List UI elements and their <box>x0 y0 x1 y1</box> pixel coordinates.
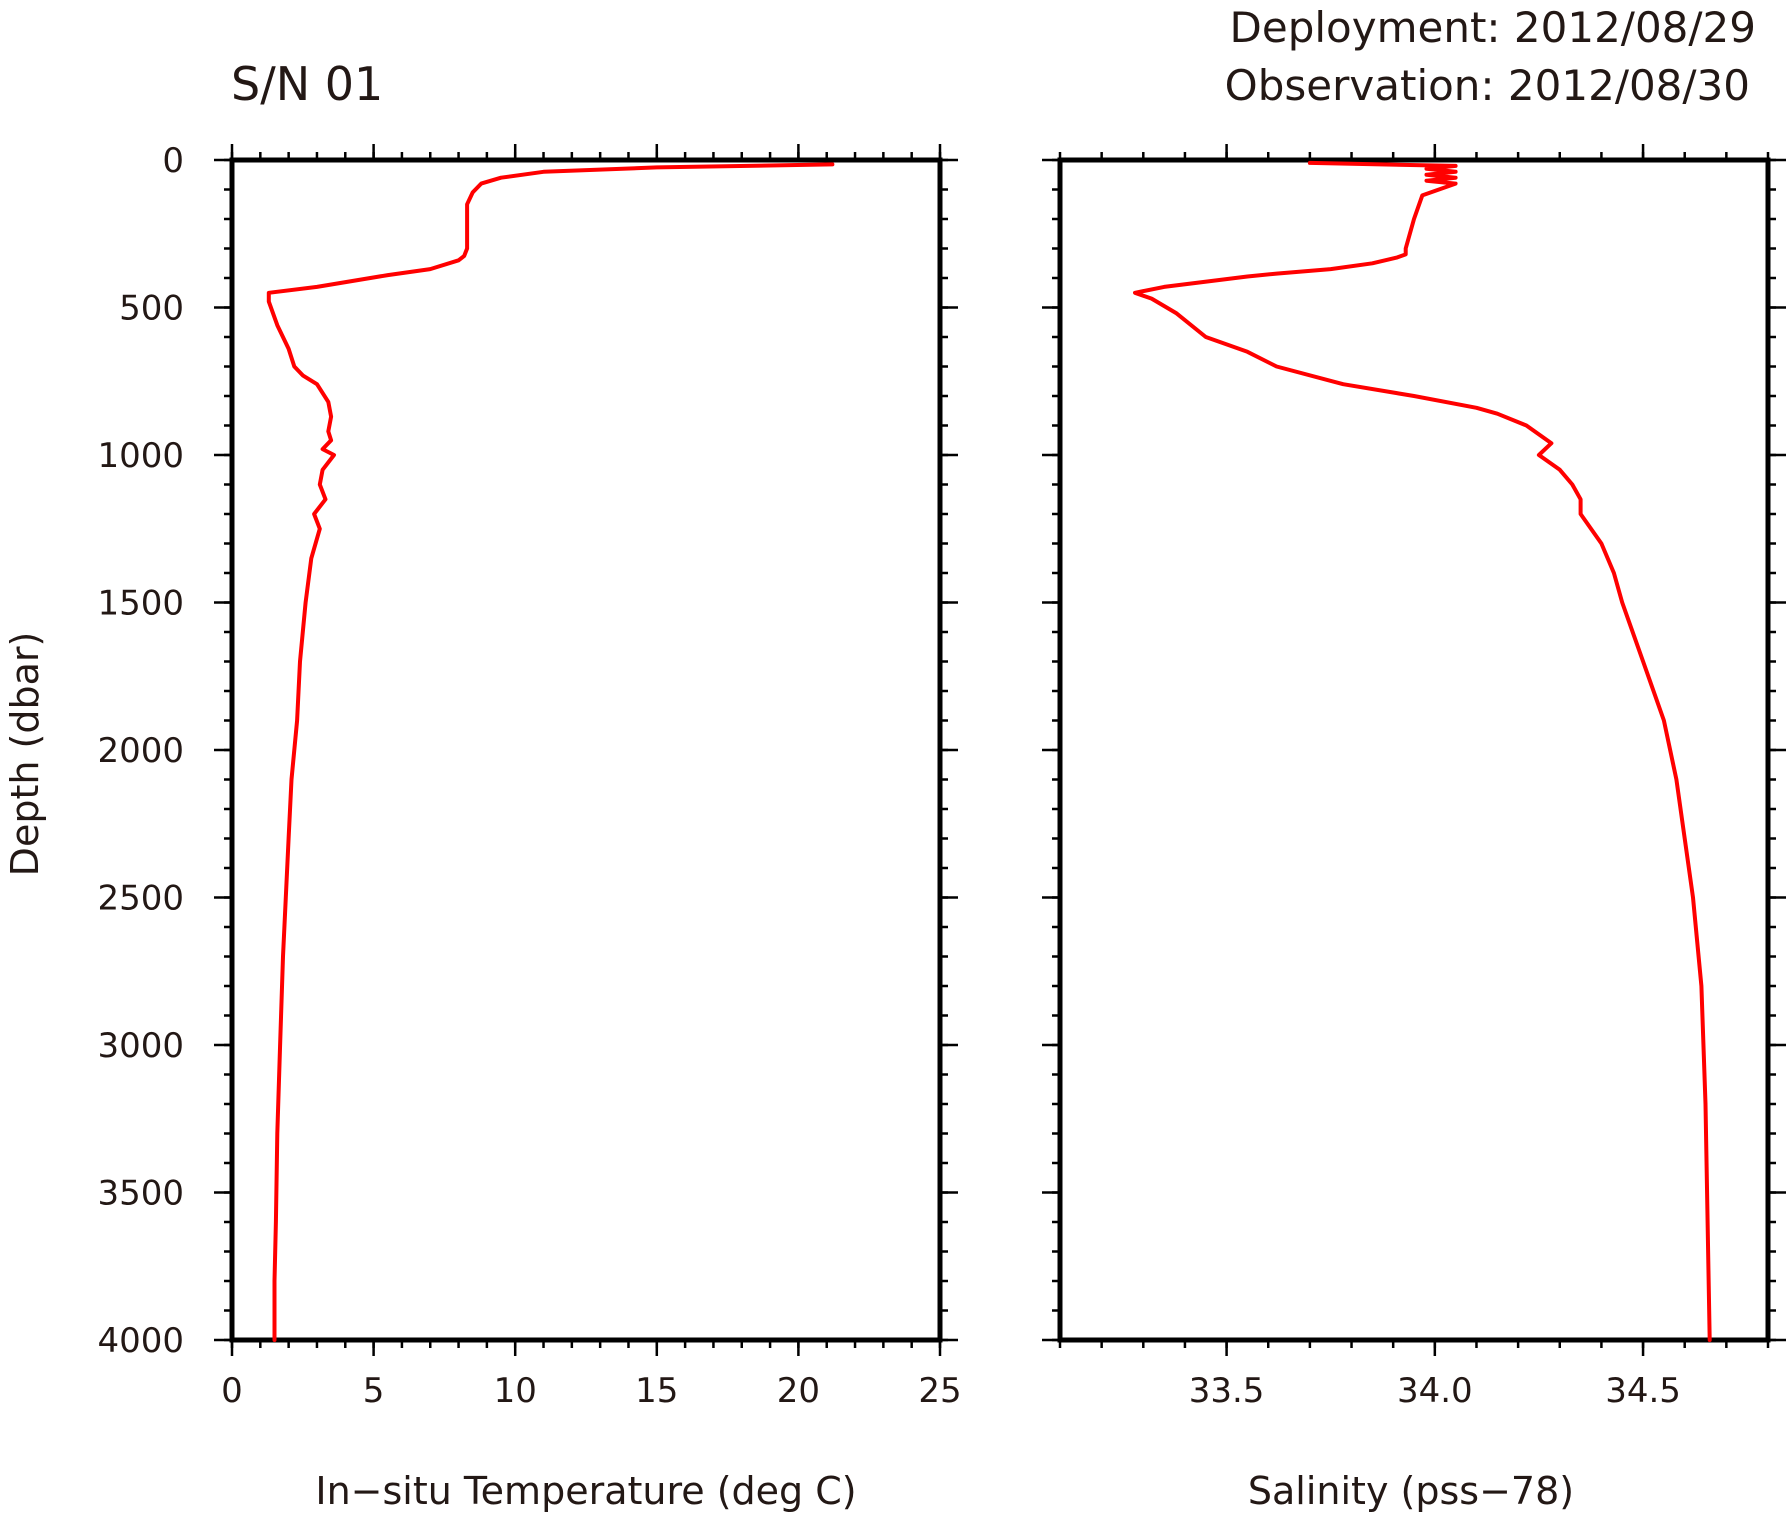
figure-title: S/N 01 <box>231 57 383 111</box>
temperature-plot-frame <box>229 157 943 1343</box>
temperature-axis-title: In−situ Temperature (deg C) <box>315 1469 856 1513</box>
y-tick-label: 1500 <box>97 584 184 624</box>
y-tick-label: 3500 <box>97 1174 184 1214</box>
y-tick-label: 0 <box>162 141 184 181</box>
temperature-panel: 0 5 10 15 20 25 0 500 1000 1500 2000 2500 3000 3500 40… <box>97 141 961 1411</box>
observation-date: Observation: 2012/08/30 <box>1225 61 1750 110</box>
salinity-x-tick-label: 34.5 <box>1605 1371 1681 1411</box>
salinity-x-tick-label: 33.5 <box>1189 1371 1265 1411</box>
temperature-x-tick-label: 20 <box>777 1371 820 1411</box>
temperature-x-tick-label: 0 <box>221 1371 243 1411</box>
salinity-plot-frame <box>1057 157 1771 1343</box>
deployment-date: Deployment: 2012/08/29 <box>1230 3 1756 52</box>
temperature-profile-line <box>266 162 835 1342</box>
salinity-profile-line <box>1133 160 1712 1342</box>
y-tick-label: 4000 <box>97 1321 184 1361</box>
temperature-x-tick-label: 15 <box>635 1371 678 1411</box>
y-axis-title: Depth (dbar) <box>3 632 47 877</box>
temperature-x-tick-label: 25 <box>918 1371 961 1411</box>
y-tick-label: 500 <box>119 289 184 329</box>
y-tick-label: 3000 <box>97 1026 184 1066</box>
salinity-axis-title: Salinity (pss−78) <box>1248 1469 1574 1513</box>
y-tick-label: 1000 <box>97 436 184 476</box>
temperature-x-tick-label: 5 <box>363 1371 385 1411</box>
temperature-x-tick-label: 10 <box>494 1371 537 1411</box>
y-tick-label: 2000 <box>97 731 184 771</box>
y-tick-label: 2500 <box>97 879 184 919</box>
salinity-panel: 33.5 34.0 34.5 <box>1042 144 1786 1411</box>
salinity-x-tick-label: 34.0 <box>1397 1371 1473 1411</box>
